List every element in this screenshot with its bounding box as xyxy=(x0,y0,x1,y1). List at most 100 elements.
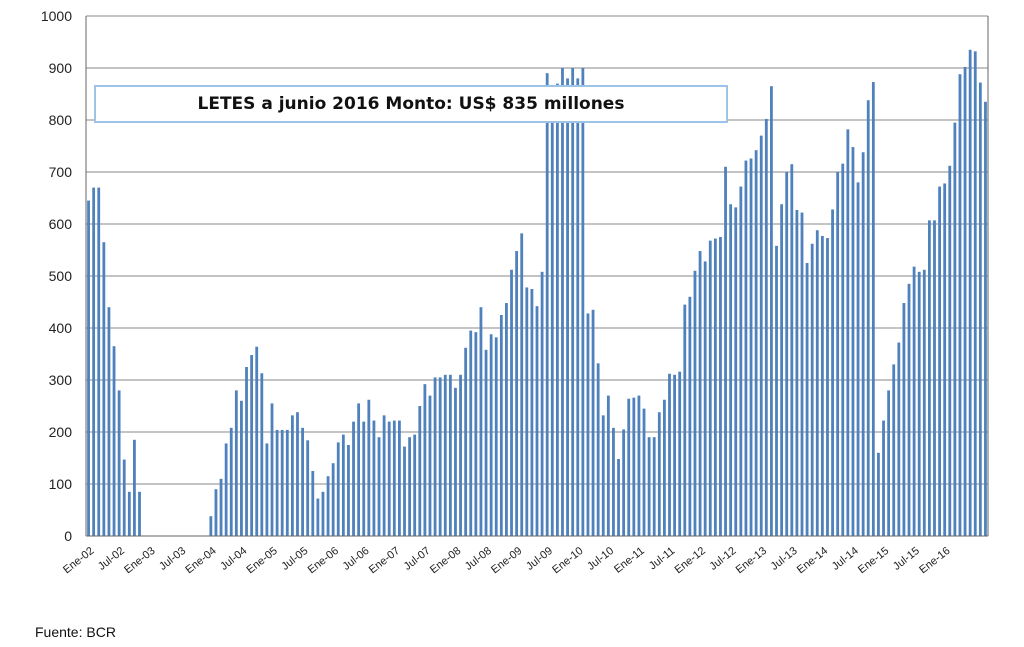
bar xyxy=(469,330,473,536)
bar xyxy=(933,220,936,537)
x-tick-label: Jul-14 xyxy=(830,545,861,573)
y-tick-label: 900 xyxy=(49,60,73,76)
bar xyxy=(810,243,814,536)
bar xyxy=(382,415,386,536)
bar xyxy=(652,437,656,536)
x-tick-label: Ene-12 xyxy=(673,545,708,576)
bar xyxy=(688,296,692,536)
bar xyxy=(958,74,962,537)
bar xyxy=(749,158,753,537)
bar xyxy=(347,445,350,536)
bar xyxy=(984,101,987,537)
bar xyxy=(331,463,335,536)
bar xyxy=(637,395,641,536)
bar xyxy=(831,209,834,536)
bar xyxy=(887,390,891,536)
bar xyxy=(938,186,941,536)
bar xyxy=(892,364,896,536)
bar xyxy=(596,363,600,536)
bar xyxy=(841,163,845,536)
bar xyxy=(219,478,223,536)
bar xyxy=(912,266,916,536)
bar xyxy=(301,427,304,536)
bar xyxy=(494,337,498,536)
bar xyxy=(530,289,534,536)
bar xyxy=(372,420,376,536)
bar xyxy=(520,233,524,537)
bar xyxy=(112,346,116,536)
bar xyxy=(550,88,554,537)
bar xyxy=(683,304,687,536)
x-tick-label: Jul-06 xyxy=(341,545,372,573)
bar xyxy=(713,238,717,536)
y-tick-label: 0 xyxy=(64,528,72,544)
bar xyxy=(770,86,773,536)
bar xyxy=(275,429,279,536)
bar xyxy=(877,452,880,536)
bar xyxy=(499,315,503,536)
bar xyxy=(102,242,106,536)
y-tick-label: 600 xyxy=(49,216,73,232)
bar xyxy=(464,347,468,536)
bar xyxy=(326,476,330,536)
bar xyxy=(581,68,585,536)
bar xyxy=(352,421,355,536)
bar xyxy=(815,230,819,537)
bar xyxy=(357,403,361,536)
x-tick-label: Ene-13 xyxy=(734,545,769,576)
bar xyxy=(805,263,809,536)
bar xyxy=(561,68,564,536)
bar xyxy=(882,420,885,536)
bar xyxy=(403,446,406,536)
bar xyxy=(657,412,661,536)
bar xyxy=(627,398,631,536)
bar xyxy=(576,78,580,537)
x-tick-label: Jul-08 xyxy=(463,545,494,573)
x-tick-label: Ene-05 xyxy=(245,545,280,576)
bar xyxy=(642,408,646,536)
bar xyxy=(234,390,238,536)
bar xyxy=(968,49,972,537)
x-tick-label: Jul-03 xyxy=(157,545,188,573)
bar xyxy=(489,334,493,536)
bar xyxy=(606,395,610,536)
bar xyxy=(744,160,748,536)
bar xyxy=(729,204,733,537)
x-tick-label: Ene-16 xyxy=(917,545,952,576)
x-tick-label: Jul-13 xyxy=(769,545,800,573)
bar xyxy=(703,261,707,536)
x-tick-label: Ene-10 xyxy=(550,545,585,576)
x-tick-label: Ene-15 xyxy=(856,545,891,576)
bar xyxy=(224,443,228,536)
bar xyxy=(510,269,513,536)
bar xyxy=(97,187,101,536)
bar xyxy=(433,377,437,536)
x-tick-label: Jul-04 xyxy=(218,545,249,573)
bar xyxy=(117,390,121,536)
y-tick-label: 700 xyxy=(49,164,73,180)
x-tick-label: Jul-09 xyxy=(524,545,555,573)
bar xyxy=(764,118,768,537)
bar xyxy=(662,399,666,536)
x-tick-label: Jul-02 xyxy=(96,545,127,573)
bar xyxy=(122,459,126,536)
bar xyxy=(454,387,457,536)
bar xyxy=(836,172,840,536)
bar xyxy=(724,166,727,537)
x-tick-label: Ene-14 xyxy=(795,545,830,576)
bar xyxy=(87,200,90,536)
x-tick-label: Ene-04 xyxy=(183,545,218,576)
bar xyxy=(270,403,274,536)
bar xyxy=(693,270,697,536)
bar xyxy=(92,187,96,536)
bar xyxy=(897,342,901,536)
bar xyxy=(678,371,682,536)
x-tick-label: Jul-10 xyxy=(585,545,616,573)
bar xyxy=(943,183,947,536)
bar xyxy=(566,78,569,537)
y-tick-label: 400 xyxy=(49,320,73,336)
bar xyxy=(927,220,931,537)
bar xyxy=(418,406,422,536)
bar xyxy=(673,374,676,536)
bar xyxy=(698,251,702,537)
